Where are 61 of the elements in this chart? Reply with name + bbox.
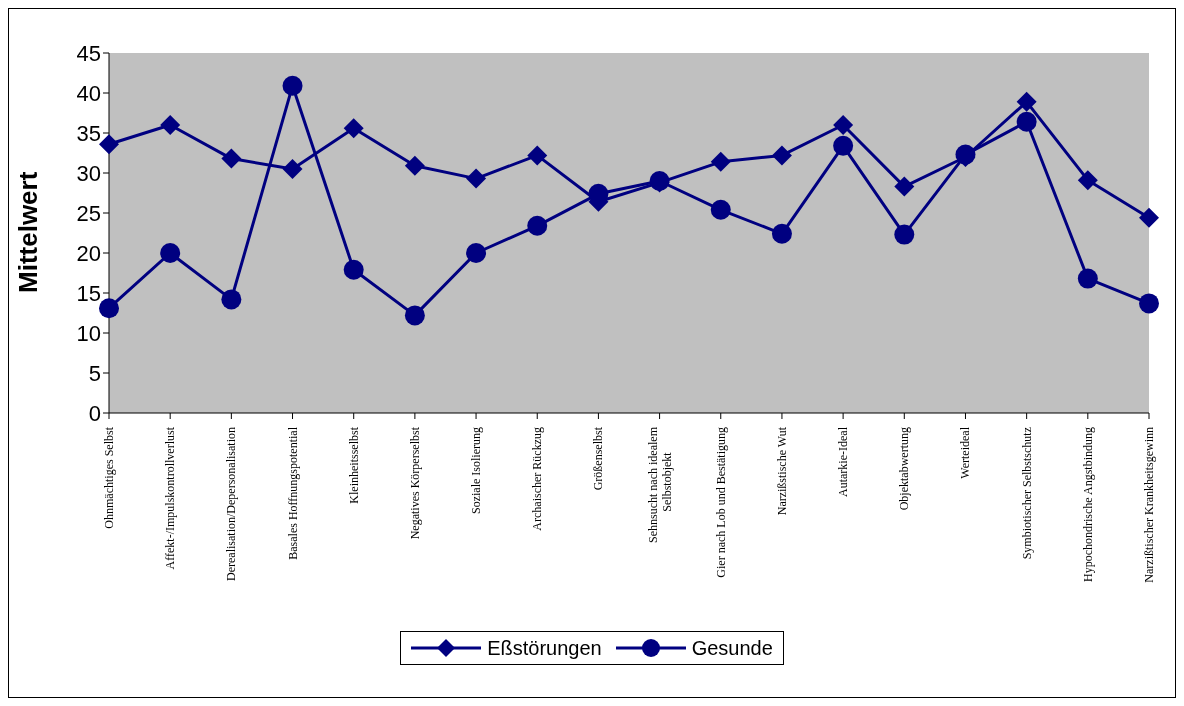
y-tick-label: 25 xyxy=(76,200,101,226)
point xyxy=(404,155,425,176)
y-axis-title: Mittelwert xyxy=(13,171,44,293)
x-tick-label: Objektabwertung xyxy=(897,427,912,511)
point xyxy=(1139,207,1159,228)
x-tick-label: Derealisation/Depersonalisation xyxy=(224,427,239,581)
point xyxy=(1016,111,1037,132)
point xyxy=(343,259,364,280)
x-tick-label: Hypochondrische Angstbindung xyxy=(1080,427,1095,582)
x-tick-label: Negatives Körperselbst xyxy=(407,426,422,540)
point xyxy=(894,176,915,197)
y-tick-label: 45 xyxy=(76,40,101,66)
point xyxy=(771,223,792,244)
y-tick-label: 30 xyxy=(76,160,101,186)
point xyxy=(833,115,854,135)
y-tick-label: 10 xyxy=(76,320,101,346)
point xyxy=(1077,170,1098,191)
x-tick-label: Symbiotischer Selbstschutz xyxy=(1019,427,1034,560)
point xyxy=(527,215,548,236)
y-tick-label: 35 xyxy=(76,120,101,146)
point xyxy=(1139,293,1159,314)
x-tick-label: Größenselbst xyxy=(591,426,606,491)
x-tick-label: Autarkie-Ideal xyxy=(836,426,851,497)
y-tick-label: 15 xyxy=(76,280,101,306)
point xyxy=(1077,268,1098,289)
legend-label: Eßstörungen xyxy=(487,636,602,660)
point xyxy=(710,151,731,172)
x-tick-label: Archaischer Rückzug xyxy=(530,427,545,531)
x-tick-label: Kleinheitsselbst xyxy=(346,426,361,504)
point xyxy=(527,145,548,166)
y-tick-label: 40 xyxy=(76,80,101,106)
x-tick-label: Sehnsucht nach idealem Selbstobjekt xyxy=(645,426,674,543)
x-tick-label: Narzißstische Wut xyxy=(774,426,789,516)
y-tick-label: 0 xyxy=(88,400,101,426)
point xyxy=(466,243,487,263)
point xyxy=(833,135,854,156)
point xyxy=(160,243,181,263)
x-tick-label: Ohnmächtiges Selbst xyxy=(102,426,116,529)
point xyxy=(99,134,119,155)
point xyxy=(1016,91,1037,112)
point xyxy=(894,224,915,245)
y-tick-label: 20 xyxy=(76,240,101,266)
point xyxy=(221,289,242,310)
point xyxy=(282,75,303,96)
point xyxy=(404,305,425,326)
point xyxy=(466,168,487,189)
y-tick-label: 5 xyxy=(88,360,101,386)
x-tick-label: Affekt-/Impulskontrollverlust xyxy=(163,426,178,570)
x-tick-label: Basales Hoffnungspotential xyxy=(285,426,300,560)
x-tick-label: Werteideal xyxy=(958,426,973,479)
point xyxy=(771,145,792,166)
point xyxy=(221,148,242,169)
point xyxy=(343,118,364,139)
point xyxy=(99,298,119,319)
legend-label: Gesunde xyxy=(691,636,773,660)
x-tick-label: Soziale Isolierung xyxy=(469,427,484,514)
x-tick-label: Gier nach Lob und Bestätigung xyxy=(713,427,728,578)
point xyxy=(160,115,181,135)
x-tick-label: Narzißtischer Krankheitsgewinn xyxy=(1142,427,1156,583)
point xyxy=(710,199,731,220)
point xyxy=(282,159,303,179)
